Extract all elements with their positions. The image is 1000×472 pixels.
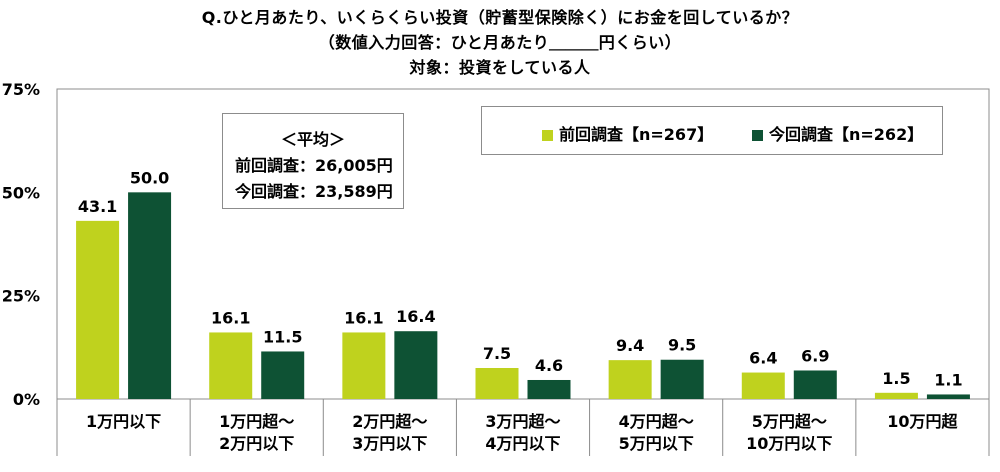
x-tick-label: 4万円以下	[485, 434, 560, 453]
legend-item-previous: 前回調査【n=267】	[542, 121, 713, 145]
bar-previous	[342, 332, 386, 399]
x-tick-label: 2万円超～	[352, 412, 427, 431]
x-tick-label: 10万円超	[887, 412, 958, 431]
bar-previous	[475, 368, 519, 399]
legend-label-current: 今回調査【n=262】	[769, 125, 924, 144]
bar-current	[128, 192, 172, 399]
x-tick-label: 5万円超～	[752, 412, 827, 431]
chart-title-line-2: （数値入力回答：ひと月あたり＿＿＿円くらい）	[318, 33, 682, 52]
legend-item-current: 今回調査【n=262】	[752, 121, 923, 145]
x-tick-label: 4万円超～	[619, 412, 694, 431]
legend-swatch-previous	[542, 130, 553, 141]
data-label: 7.5	[483, 344, 511, 363]
chart-title-line-1: Q.ひと月あたり、いくらくらい投資（貯蓄型保険除く）にお金を回しているか？	[201, 8, 799, 27]
legend: 前回調査【n=267】 今回調査【n=262】	[481, 106, 943, 155]
x-tick-label: 1万円超～	[219, 412, 294, 431]
bar-previous	[874, 392, 918, 399]
x-tick-label: 5万円以下	[619, 434, 694, 453]
data-label: 9.4	[616, 336, 644, 355]
average-current: 今回調査：23,589円	[235, 182, 393, 201]
data-label: 43.1	[78, 197, 117, 216]
bar-previous	[741, 372, 785, 399]
legend-swatch-current	[752, 130, 763, 141]
bar-previous	[209, 332, 253, 399]
data-label: 11.5	[263, 327, 302, 346]
y-tick-label: 0%	[13, 390, 40, 409]
data-label: 9.5	[668, 336, 696, 355]
bar-previous	[608, 360, 652, 399]
data-label: 16.4	[396, 307, 435, 326]
bar-current	[926, 394, 970, 399]
x-tick-label: 2万円以下	[219, 434, 294, 453]
bar-previous	[76, 220, 120, 399]
data-label: 16.1	[344, 308, 383, 327]
bar-current	[793, 370, 837, 399]
y-tick-label: 75%	[2, 80, 40, 99]
legend-label-previous: 前回調査【n=267】	[559, 125, 714, 144]
plot-area-frame	[56, 88, 990, 400]
data-label: 6.4	[749, 349, 777, 368]
bar-current	[527, 379, 571, 399]
data-label: 50.0	[130, 168, 169, 187]
x-tick-label: 3万円以下	[352, 434, 427, 453]
bar-current	[660, 359, 704, 399]
average-previous: 前回調査：26,005円	[235, 156, 393, 175]
data-label: 4.6	[535, 356, 563, 375]
bar-current	[261, 351, 305, 399]
average-box: ＜平均＞ 前回調査：26,005円 今回調査：23,589円	[222, 113, 404, 209]
y-tick-label: 25%	[2, 287, 40, 306]
x-tick-label: 10万円以下	[746, 434, 832, 453]
data-label: 16.1	[211, 308, 250, 327]
bar-current	[394, 331, 438, 399]
y-tick-label: 50%	[2, 183, 40, 202]
x-tick-label: 3万円超～	[485, 412, 560, 431]
data-label: 6.9	[801, 346, 829, 365]
data-label: 1.1	[934, 370, 962, 389]
x-tick-label: 1万円以下	[86, 412, 161, 431]
chart-title-line-3: 対象：投資をしている人	[409, 58, 591, 77]
data-label: 1.5	[882, 369, 910, 388]
average-heading: ＜平均＞	[281, 130, 346, 149]
